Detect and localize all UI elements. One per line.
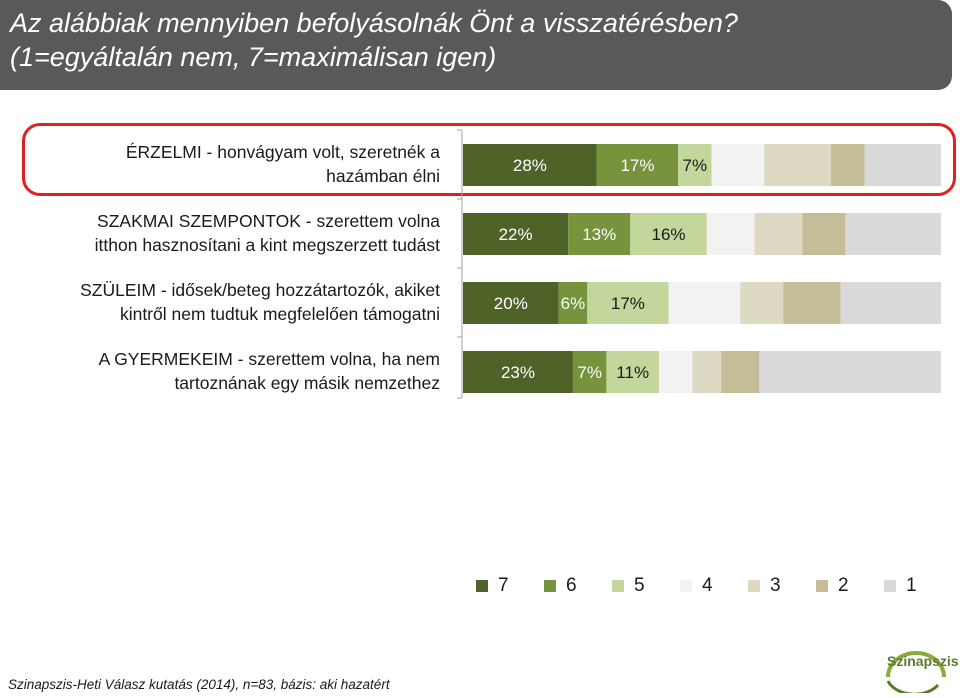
bar-segment-3-5 (606, 351, 659, 393)
category-label-0: ÉRZELMI - honvágyam volt, szeretnék a ha… (20, 140, 440, 188)
legend-label-4: 4 (702, 575, 713, 596)
data-label-0-7: 28% (513, 156, 547, 175)
category-label-0-line-1: ÉRZELMI - honvágyam volt, szeretnék a (125, 142, 440, 162)
legend-swatch-3 (748, 580, 760, 592)
bar-segment-3-2 (721, 351, 760, 393)
data-label-3-5: 11% (616, 363, 649, 382)
category-label-1-line-1: SZAKMAI SZEMPONTOK - szerettem volna (97, 211, 440, 231)
title-line-1: Az alábbiak mennyiben befolyásolnák Önt … (10, 8, 738, 38)
legend-swatch-2 (816, 580, 828, 592)
category-label-3: A GYERMEKEIM - szerettem volna, ha nem t… (20, 347, 440, 395)
bar-segment-0-5 (678, 144, 712, 186)
bar-segment-0-4 (711, 144, 765, 186)
data-label-2-5: 17% (611, 294, 645, 313)
legend-item-7: 7 (476, 575, 544, 597)
bar-segment-2-2 (783, 282, 841, 324)
legend-label-6: 6 (566, 575, 577, 596)
bar-segment-0-1 (864, 144, 941, 186)
category-label-3-line-1: A GYERMEKEIM - szerettem volna, ha nem (98, 349, 440, 369)
data-label-2-7: 20% (494, 294, 528, 313)
data-label-0-5: 7% (683, 156, 708, 175)
legend-label-5: 5 (634, 575, 645, 596)
legend-item-2: 2 (816, 575, 884, 597)
bar-segment-2-4 (668, 282, 741, 324)
category-label-3-line-2: tartoznának egy másik nemzethez (174, 373, 440, 393)
category-label-1: SZAKMAI SZEMPONTOK - szerettem volna itt… (20, 209, 440, 257)
bar-segment-1-7 (463, 213, 569, 255)
legend-label-2: 2 (838, 575, 849, 596)
data-label-0-6: 17% (620, 156, 654, 175)
bar-segment-1-6 (568, 213, 631, 255)
category-label-2: SZÜLEIM - idősek/beteg hozzátartozók, ak… (20, 278, 440, 326)
legend-label-1: 1 (906, 575, 917, 596)
legend-swatch-5 (612, 580, 624, 592)
highlight-frame (22, 123, 956, 196)
bar-segment-2-3 (740, 282, 784, 324)
bar-segment-0-3 (764, 144, 832, 186)
bar-segment-2-7 (463, 282, 559, 324)
bar-segment-3-3 (692, 351, 722, 393)
bar-segment-1-4 (706, 213, 755, 255)
data-label-1-6: 13% (582, 225, 616, 244)
category-label-1-line-2: itthon hasznosítani a kint megszerzett t… (94, 235, 440, 255)
bar-segment-0-6 (596, 144, 679, 186)
title-banner: Az alábbiak mennyiben befolyásolnák Önt … (0, 0, 952, 90)
category-label-0-line-2: hazámban élni (326, 166, 440, 186)
bar-segment-0-2 (831, 144, 865, 186)
legend-item-3: 3 (748, 575, 816, 597)
category-label-2-line-2: kintről nem tudtuk megfelelően támogatni (119, 304, 440, 324)
data-label-3-6: 7% (577, 363, 602, 382)
bar-segment-2-5 (587, 282, 669, 324)
legend-item-5: 5 (612, 575, 680, 597)
logo-text: Szinapszis (887, 653, 959, 669)
bar-segment-2-6 (558, 282, 588, 324)
data-label-3-7: 23% (501, 363, 535, 382)
bar-segment-3-1 (759, 351, 941, 393)
category-label-2-line-1: SZÜLEIM - idősek/beteg hozzátartozók, ak… (80, 280, 440, 300)
data-label-1-5: 16% (652, 225, 686, 244)
legend-swatch-7 (476, 580, 488, 592)
bar-segment-3-6 (572, 351, 607, 393)
legend-swatch-1 (884, 580, 896, 592)
data-label-2-6: 6% (561, 294, 586, 313)
bar-segment-2-1 (840, 282, 941, 324)
bar-segment-3-4 (658, 351, 693, 393)
legend-item-1: 1 (884, 575, 952, 597)
bar-segment-1-1 (845, 213, 941, 255)
legend-item-4: 4 (680, 575, 748, 597)
bar-segment-1-5 (630, 213, 707, 255)
bar-segment-1-3 (754, 213, 803, 255)
footnote: Szinapszis-Heti Válasz kutatás (2014), n… (8, 677, 390, 692)
legend-swatch-6 (544, 580, 556, 592)
bar-segment-1-2 (802, 213, 846, 255)
title-line-2: (1=egyáltalán nem, 7=maximálisan igen) (10, 42, 497, 72)
legend-swatch-4 (680, 580, 692, 592)
data-label-1-7: 22% (499, 225, 533, 244)
bar-segment-3-7 (463, 351, 573, 393)
legend: 7 6 5 4 3 2 1 (476, 574, 952, 598)
legend-item-6: 6 (544, 575, 612, 597)
bar-segment-0-7 (463, 144, 597, 186)
legend-label-3: 3 (770, 575, 781, 596)
logo: Szinapszis (878, 637, 959, 696)
legend-label-7: 7 (498, 575, 509, 596)
